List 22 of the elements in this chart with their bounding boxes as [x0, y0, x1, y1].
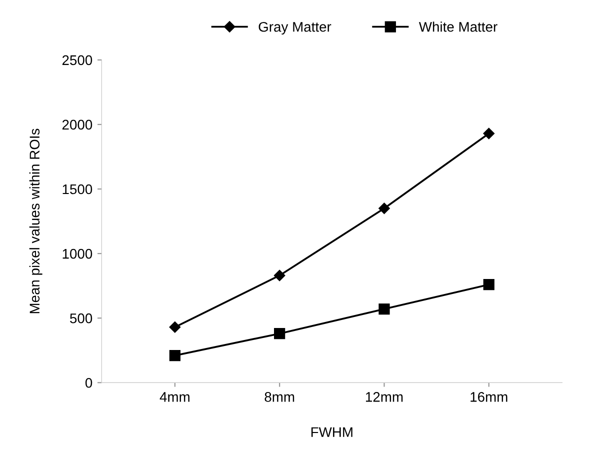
y-tick-label: 500 — [70, 313, 92, 324]
y-tick-label: 2500 — [62, 55, 92, 66]
x-tick-label: 16mm — [470, 392, 508, 402]
x-tick-label: 4mm — [160, 392, 190, 402]
x-axis-title: FWHM — [311, 427, 352, 437]
y-tick-label: 1000 — [62, 248, 92, 259]
point — [378, 202, 390, 214]
x-tick-label: 8mm — [264, 392, 294, 402]
y-tick-label: 2000 — [62, 120, 92, 130]
point — [483, 128, 494, 140]
legend-label: White Matter — [418, 22, 498, 32]
y-tick-label: 0 — [85, 378, 92, 388]
point — [169, 322, 181, 333]
point — [483, 278, 494, 290]
legend-label: Gray Matter — [258, 22, 332, 35]
y-tick-label: 1500 — [62, 184, 92, 194]
point — [274, 328, 286, 340]
point — [378, 304, 390, 315]
point — [169, 350, 180, 362]
y-axis-title: Mean pixel values within ROIs — [29, 128, 42, 314]
x-tick-label: 12mm — [366, 392, 403, 402]
point — [274, 270, 286, 282]
